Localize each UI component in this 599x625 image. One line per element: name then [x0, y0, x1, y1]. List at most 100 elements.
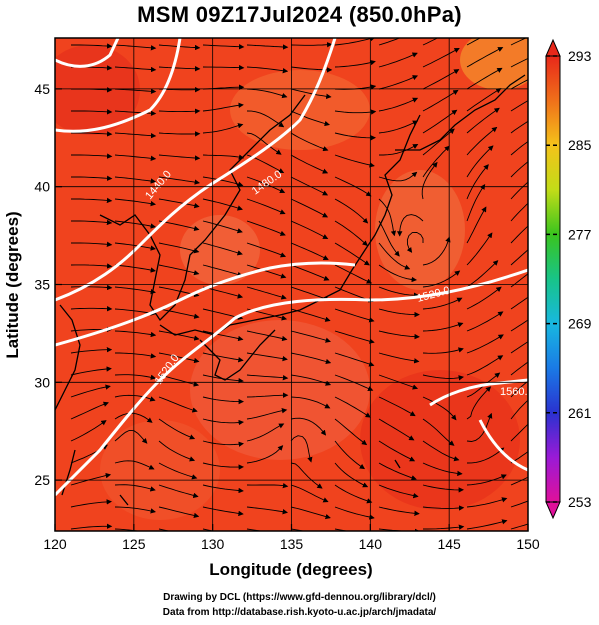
streamline [158, 198, 200, 209]
streamline [466, 447, 505, 464]
streamline [466, 145, 494, 178]
streamline [466, 126, 498, 156]
streamline [422, 396, 457, 421]
streamline [246, 392, 289, 398]
streamline [290, 42, 333, 48]
colorbar-label: 285 [568, 137, 592, 153]
streamline [70, 263, 113, 269]
streamline [378, 286, 420, 298]
x-tick-label: 135 [280, 536, 304, 552]
streamline [422, 297, 463, 310]
streamline [422, 347, 464, 354]
streamline [158, 308, 200, 319]
streamline [290, 220, 329, 240]
y-tick-label: 35 [34, 277, 50, 293]
streamline [510, 141, 528, 156]
streamline [378, 97, 419, 112]
streamline [114, 66, 157, 73]
streamline [466, 67, 503, 90]
streamline [378, 374, 419, 390]
streamline [290, 242, 329, 260]
streamline [70, 472, 112, 486]
streamline [158, 242, 200, 254]
streamline [510, 202, 528, 222]
y-tick-label: 25 [34, 472, 50, 488]
streamline [114, 460, 155, 470]
streamline [466, 474, 507, 486]
streamline [510, 57, 528, 68]
streamline [114, 394, 156, 402]
y-axis-title: Latitude (degrees) [3, 211, 22, 358]
streamline [422, 484, 464, 493]
streamline [466, 164, 489, 200]
streamline [510, 361, 528, 376]
streamline [378, 52, 418, 68]
streamline [202, 352, 244, 363]
streamline [422, 374, 464, 381]
streamline [246, 44, 289, 50]
streamline [158, 264, 200, 276]
x-tick-label: 120 [43, 536, 67, 552]
streamline [158, 176, 200, 185]
x-axis-title: Longitude (degrees) [209, 560, 372, 579]
streamline [378, 171, 418, 182]
streamline [246, 528, 264, 531]
streamline [202, 242, 243, 256]
streamline [510, 319, 528, 332]
x-tick-label: 150 [516, 536, 540, 552]
streamline [378, 440, 416, 462]
streamline [202, 286, 244, 299]
streamline [114, 220, 156, 229]
streamline [510, 100, 528, 112]
streamline [202, 264, 243, 278]
streamline [378, 330, 420, 340]
colorbar-min-arrow [545, 501, 561, 520]
streamline [158, 330, 200, 341]
streamline [397, 214, 424, 237]
streamline [114, 242, 156, 251]
streamline [246, 330, 288, 342]
streamline [422, 505, 465, 511]
streamline [290, 396, 331, 409]
streamline [510, 500, 528, 508]
streamline [334, 396, 371, 418]
streamline [71, 131, 113, 137]
credit-drawing: Drawing by DCL (https://www.gfd-dennou.o… [163, 592, 436, 603]
streamline [290, 484, 329, 503]
streamline [70, 401, 109, 420]
coastlines [55, 74, 526, 506]
streamline [422, 236, 451, 266]
streamline [466, 412, 493, 442]
streamline [378, 308, 420, 318]
streamline [466, 355, 504, 376]
streamline [422, 145, 450, 178]
streamline [334, 462, 369, 488]
streamline [202, 198, 243, 211]
colorbar-max-arrow [545, 38, 561, 57]
streamline [334, 264, 373, 284]
streamline [378, 352, 420, 364]
streamline [466, 260, 499, 288]
chart-title: MSM 09Z17Jul2024 (850.0hPa) [137, 2, 462, 27]
streamline [114, 484, 156, 492]
streamline [114, 429, 148, 444]
streamline [202, 462, 244, 470]
streamline [202, 220, 243, 234]
streamline [378, 396, 416, 417]
streamline [71, 241, 113, 247]
streamline [114, 176, 157, 184]
streamline [114, 330, 157, 338]
colorbar: 293 285 277 269 261 253 [545, 38, 592, 520]
streamline [114, 154, 157, 161]
streamline [202, 418, 244, 426]
streamline [423, 524, 465, 530]
streamline [202, 440, 244, 447]
streamline [158, 396, 198, 413]
streamline [246, 482, 289, 489]
streamline [466, 183, 486, 222]
streamline [422, 440, 460, 462]
colorbar-label: 261 [568, 405, 592, 421]
streamline [290, 330, 331, 343]
x-tick-label: 140 [359, 536, 383, 552]
streamline [334, 154, 375, 168]
